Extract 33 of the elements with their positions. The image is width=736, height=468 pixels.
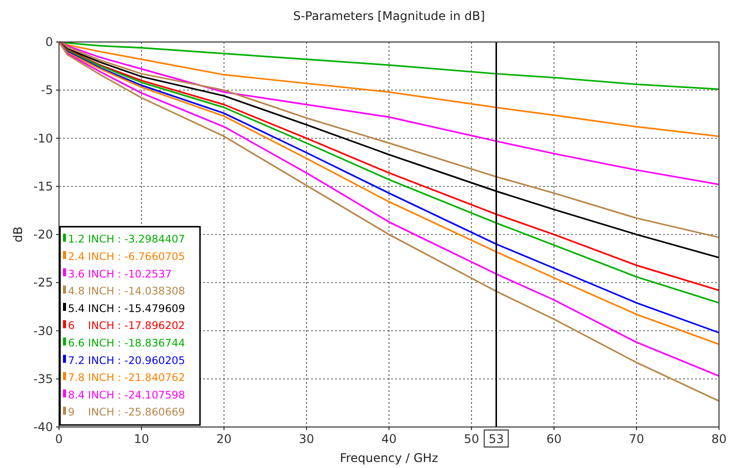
y-tick-label: -10 <box>33 131 53 146</box>
x-tick-label: 30 <box>298 432 314 446</box>
y-axis-title: dB <box>11 226 25 242</box>
x-tick-label: 60 <box>546 432 562 446</box>
x-tick-label: 70 <box>628 432 644 446</box>
legend-label: 7.8 INCH : -21.840762 <box>68 372 185 384</box>
x-tick-label: 80 <box>711 432 727 446</box>
legend-label: 8.4 INCH : -24.107598 <box>68 389 185 402</box>
y-tick-label: -5 <box>41 83 53 98</box>
legend-label: 1.2 INCH : -3.2984407 <box>68 234 185 246</box>
chart-title: S-Parameters [Magnitude in dB] <box>293 9 485 23</box>
x-axis-title: Frequency / GHz <box>340 451 438 465</box>
legend-label: 2.4 INCH : -6.7660705 <box>68 251 185 263</box>
x-tick-label: 20 <box>216 432 232 446</box>
legend-label: 4.8 INCH : -14.038308 <box>68 286 185 298</box>
y-tick-label: -25 <box>33 276 53 290</box>
legend-label: 5.4 INCH : -15.479609 <box>68 302 185 315</box>
y-tick-label: -40 <box>33 420 53 434</box>
x-tick-label: 10 <box>134 432 150 446</box>
x-tick-label: 50 <box>464 432 480 446</box>
legend-label: 9 INCH : -25.860669 <box>68 406 185 419</box>
ref-line-label: 53 <box>488 432 504 446</box>
legend-label: 7.2 INCH : -20.960205 <box>68 354 185 367</box>
y-tick-label: -35 <box>33 372 53 386</box>
x-tick-label: 40 <box>381 432 397 446</box>
legend-label: 6 INCH : -17.896202 <box>68 320 185 332</box>
legend-label: 6.6 INCH : -18.836744 <box>68 338 186 350</box>
x-tick-label: 0 <box>55 432 63 446</box>
y-tick-label: 0 <box>45 35 53 49</box>
y-tick-label: -15 <box>33 179 53 194</box>
legend-label: 3.6 INCH : -10.2537 <box>68 268 172 280</box>
y-tick-label: -30 <box>33 324 53 338</box>
y-tick-label: -20 <box>33 228 53 242</box>
